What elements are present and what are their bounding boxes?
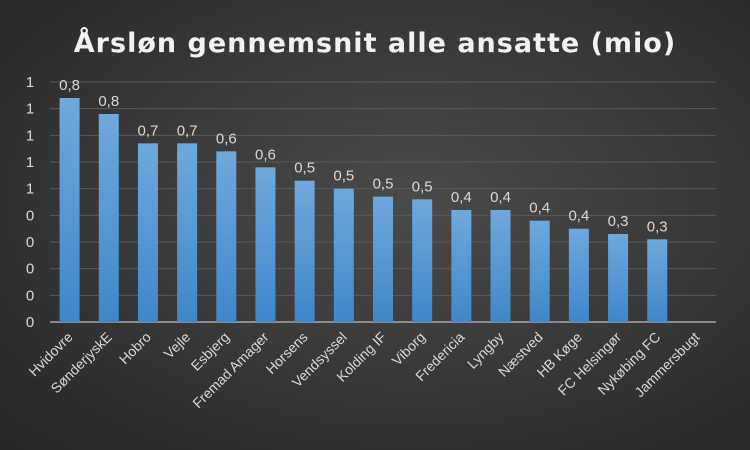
y-tick-label: 0 [26,207,34,224]
bar [647,239,668,322]
y-tick-label: 0 [26,287,34,304]
data-label: 0,4 [529,200,550,217]
y-tick-label: 1 [26,154,34,171]
bar [490,210,511,322]
y-tick-label: 1 [26,101,34,118]
x-tick-label: Vejle [160,329,193,362]
y-tick-label: 0 [26,234,34,251]
bar [608,234,629,322]
bar [412,199,433,322]
y-tick-label: 0 [26,314,34,331]
bar [529,220,550,322]
x-tick-label: Hobro [116,329,154,367]
data-label: 0,4 [490,189,511,206]
bar [255,167,276,322]
bar [177,143,198,322]
y-tick-label: 0 [26,261,34,278]
y-tick-label: 1 [26,127,34,144]
data-label: 0,4 [568,208,589,225]
bar [568,228,589,322]
data-label: 0,5 [412,178,433,195]
data-label: 0,5 [294,160,315,177]
y-tick-label: 1 [26,74,34,91]
data-label: 0,8 [59,77,80,94]
data-label: 0,6 [255,146,276,163]
data-label: 0,4 [451,189,472,206]
data-label: 0,5 [333,168,354,185]
bar [333,188,354,322]
y-tick-label: 1 [26,181,34,198]
bar [451,210,472,322]
bar [59,98,80,322]
data-label: 0,6 [216,130,237,147]
data-label: 0,3 [608,213,629,230]
data-label: 0,7 [177,122,198,139]
bar [216,151,237,322]
data-label: 0,5 [373,176,394,193]
data-label: 0,8 [98,93,119,110]
bar [137,143,158,322]
chart-title: Årsløn gennemsnit alle ansatte (mio) [74,27,676,59]
data-label: 0,3 [647,218,668,235]
bar [373,196,393,322]
bar [294,180,315,322]
data-label: 0,7 [138,122,159,139]
bar [98,114,119,322]
